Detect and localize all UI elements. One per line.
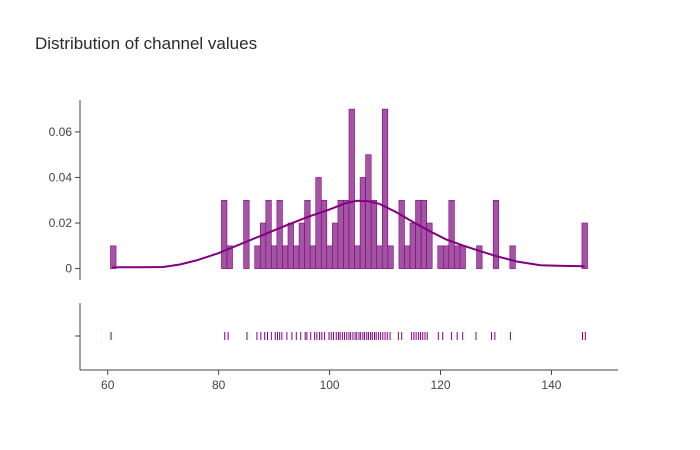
histogram-bar: [476, 245, 483, 269]
histogram-bars: [110, 108, 588, 269]
histogram-bar: [309, 245, 317, 269]
x-tick-label: 120: [430, 378, 450, 392]
histogram-bar: [320, 199, 328, 269]
histogram-bar: [509, 245, 516, 269]
x-tick-label: 140: [541, 378, 561, 392]
x-tick-label: 60: [101, 378, 115, 392]
y-tick-label: 0.04: [49, 170, 73, 184]
histogram-bar: [276, 199, 283, 269]
histogram-bar: [420, 199, 427, 269]
histogram-bar: [404, 245, 411, 269]
histogram-bar: [448, 199, 455, 269]
y-tick-label: 0: [65, 262, 72, 276]
histogram-bar: [332, 222, 339, 269]
histogram-bar: [343, 199, 350, 269]
density-curve: [112, 199, 585, 269]
histogram-bar: [398, 199, 405, 269]
histogram-bar: [271, 245, 278, 269]
histogram-bar: [370, 199, 378, 269]
histogram-bar: [581, 222, 588, 269]
y-tick-label: 0.06: [49, 125, 73, 139]
x-tick-label: 80: [212, 378, 226, 392]
histogram-bar: [442, 245, 450, 269]
y-tick-label: 0.02: [49, 216, 73, 230]
histogram-bar: [459, 245, 466, 269]
histogram-bar: [226, 245, 233, 269]
chart-title: Distribution of channel values: [35, 34, 258, 53]
rug-marks: [110, 332, 586, 340]
histogram-bar: [426, 222, 433, 269]
histogram-bar: [409, 222, 416, 269]
histogram-bar: [287, 222, 294, 269]
axes: 0 0.02 0.04 0.06 60 80 100 120 140: [49, 100, 618, 392]
histogram-bar: [282, 245, 289, 269]
histogram-bar: [298, 222, 305, 269]
histogram-bar: [437, 245, 444, 269]
density-curve-line: [112, 199, 585, 269]
histogram-bar: [359, 177, 366, 269]
histogram-bar: [354, 245, 361, 269]
histogram-bar: [304, 199, 311, 269]
histogram-bar: [337, 199, 344, 269]
histogram-bar: [326, 245, 333, 269]
histogram-bar: [381, 108, 389, 269]
histogram-bar: [243, 199, 250, 269]
histogram-bar: [415, 199, 422, 269]
histogram-bar: [365, 154, 372, 269]
histogram-bar: [293, 245, 300, 269]
x-tick-label: 100: [320, 378, 340, 392]
histogram-bar: [254, 245, 261, 269]
histogram-bar: [110, 245, 117, 269]
histogram-bar: [376, 245, 383, 269]
histogram-bar: [492, 199, 500, 269]
histogram-bar: [221, 199, 228, 269]
histogram-bar: [259, 222, 267, 269]
histogram-bar: [315, 177, 322, 269]
histogram-bar: [348, 108, 355, 269]
histogram-bar: [454, 245, 461, 269]
histogram-bar: [387, 245, 394, 269]
